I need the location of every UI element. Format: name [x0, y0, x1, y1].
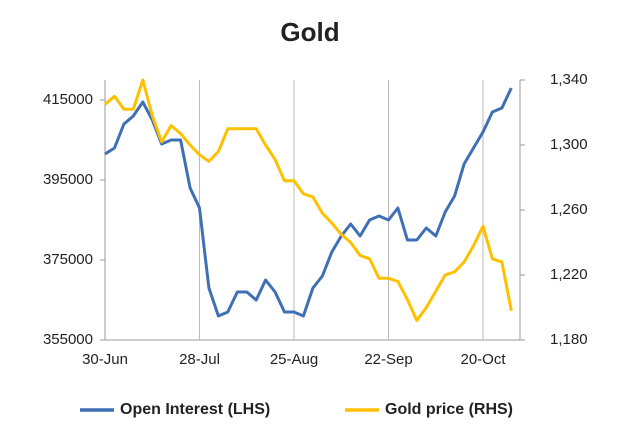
y2-tick-label: 1,220: [550, 266, 588, 283]
y-tick-label: 395000: [43, 171, 93, 188]
series-line: [104, 87, 513, 318]
x-tick-label: 20-Oct: [460, 351, 506, 368]
x-tick-label: 30-Jun: [82, 351, 128, 368]
y2-tick-label: 1,180: [550, 331, 588, 348]
y2-tick-label: 1,260: [550, 201, 588, 218]
legend-label: Gold price (RHS): [385, 401, 513, 418]
x-tick-label: 22-Sep: [364, 351, 412, 368]
y2-tick-label: 1,300: [550, 136, 588, 153]
y2-tick-label: 1,340: [550, 71, 588, 88]
y-tick-label: 375000: [43, 251, 93, 268]
series-line: [104, 78, 513, 322]
legend-label: Open Interest (LHS): [120, 401, 270, 418]
y-tick-label: 415000: [43, 91, 93, 108]
y-tick-label: 355000: [43, 331, 93, 348]
x-tick-label: 28-Jul: [179, 351, 220, 368]
x-tick-label: 25-Aug: [270, 351, 318, 368]
chart-title: Gold: [280, 17, 339, 47]
